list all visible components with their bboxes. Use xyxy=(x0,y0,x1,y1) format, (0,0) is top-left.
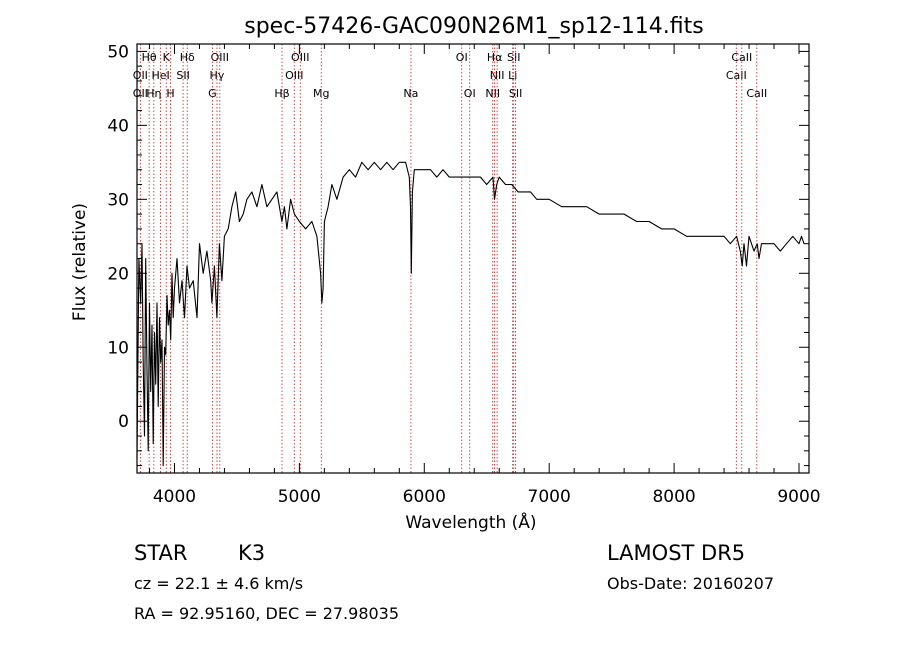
coordinates: RA = 92.95160, DEC = 27.98035 xyxy=(134,604,399,623)
line-marker-label: OI xyxy=(456,51,468,64)
velocity-readout: cz = 22.1 ± 4.6 km/s xyxy=(134,574,303,593)
x-tick-label: 8000 xyxy=(652,487,695,507)
line-marker-label: SII xyxy=(507,51,520,64)
plot-area xyxy=(136,161,805,467)
y-axis-label: Flux (relative) xyxy=(70,203,90,321)
object-class: STAR xyxy=(134,541,187,565)
x-axis-label: Wavelength (Å) xyxy=(405,511,536,533)
y-tick-label: 20 xyxy=(107,264,129,284)
x-tick-label: 6000 xyxy=(403,487,446,507)
y-tick-label: 0 xyxy=(118,412,129,432)
line-marker-label: CaII xyxy=(731,51,752,64)
x-tick-label: 7000 xyxy=(528,487,571,507)
survey-name: LAMOST DR5 xyxy=(607,541,745,565)
x-tick-label: 4000 xyxy=(153,487,196,507)
spectral-subclass: K3 xyxy=(238,541,265,565)
y-tick-label: 30 xyxy=(107,190,129,210)
y-tick-label: 40 xyxy=(107,116,129,136)
y-tick-label: 10 xyxy=(107,338,129,358)
line-marker-label: Hα xyxy=(487,51,503,64)
chart-title: spec-57426-GAC090N26M1_sp12-114.fits xyxy=(244,14,704,39)
line-marker-label: Hδ xyxy=(180,51,195,64)
line-marker-label: Hθ xyxy=(142,51,157,64)
y-tick-label: 50 xyxy=(107,42,129,62)
spectrum-line xyxy=(136,161,805,467)
x-tick-label: 5000 xyxy=(278,487,321,507)
x-tick-label: 9000 xyxy=(777,487,820,507)
line-marker-label: OIII xyxy=(211,51,229,64)
line-marker-label: K xyxy=(163,51,171,64)
axis-ticks: 4000 5000 6000 7000 8000 9000 0 10 20 30 40 50 xyxy=(107,42,820,507)
obs-date: Obs-Date: 20160207 xyxy=(607,574,774,593)
line-marker-label: OIII xyxy=(291,51,309,64)
plot-frame xyxy=(136,43,810,474)
